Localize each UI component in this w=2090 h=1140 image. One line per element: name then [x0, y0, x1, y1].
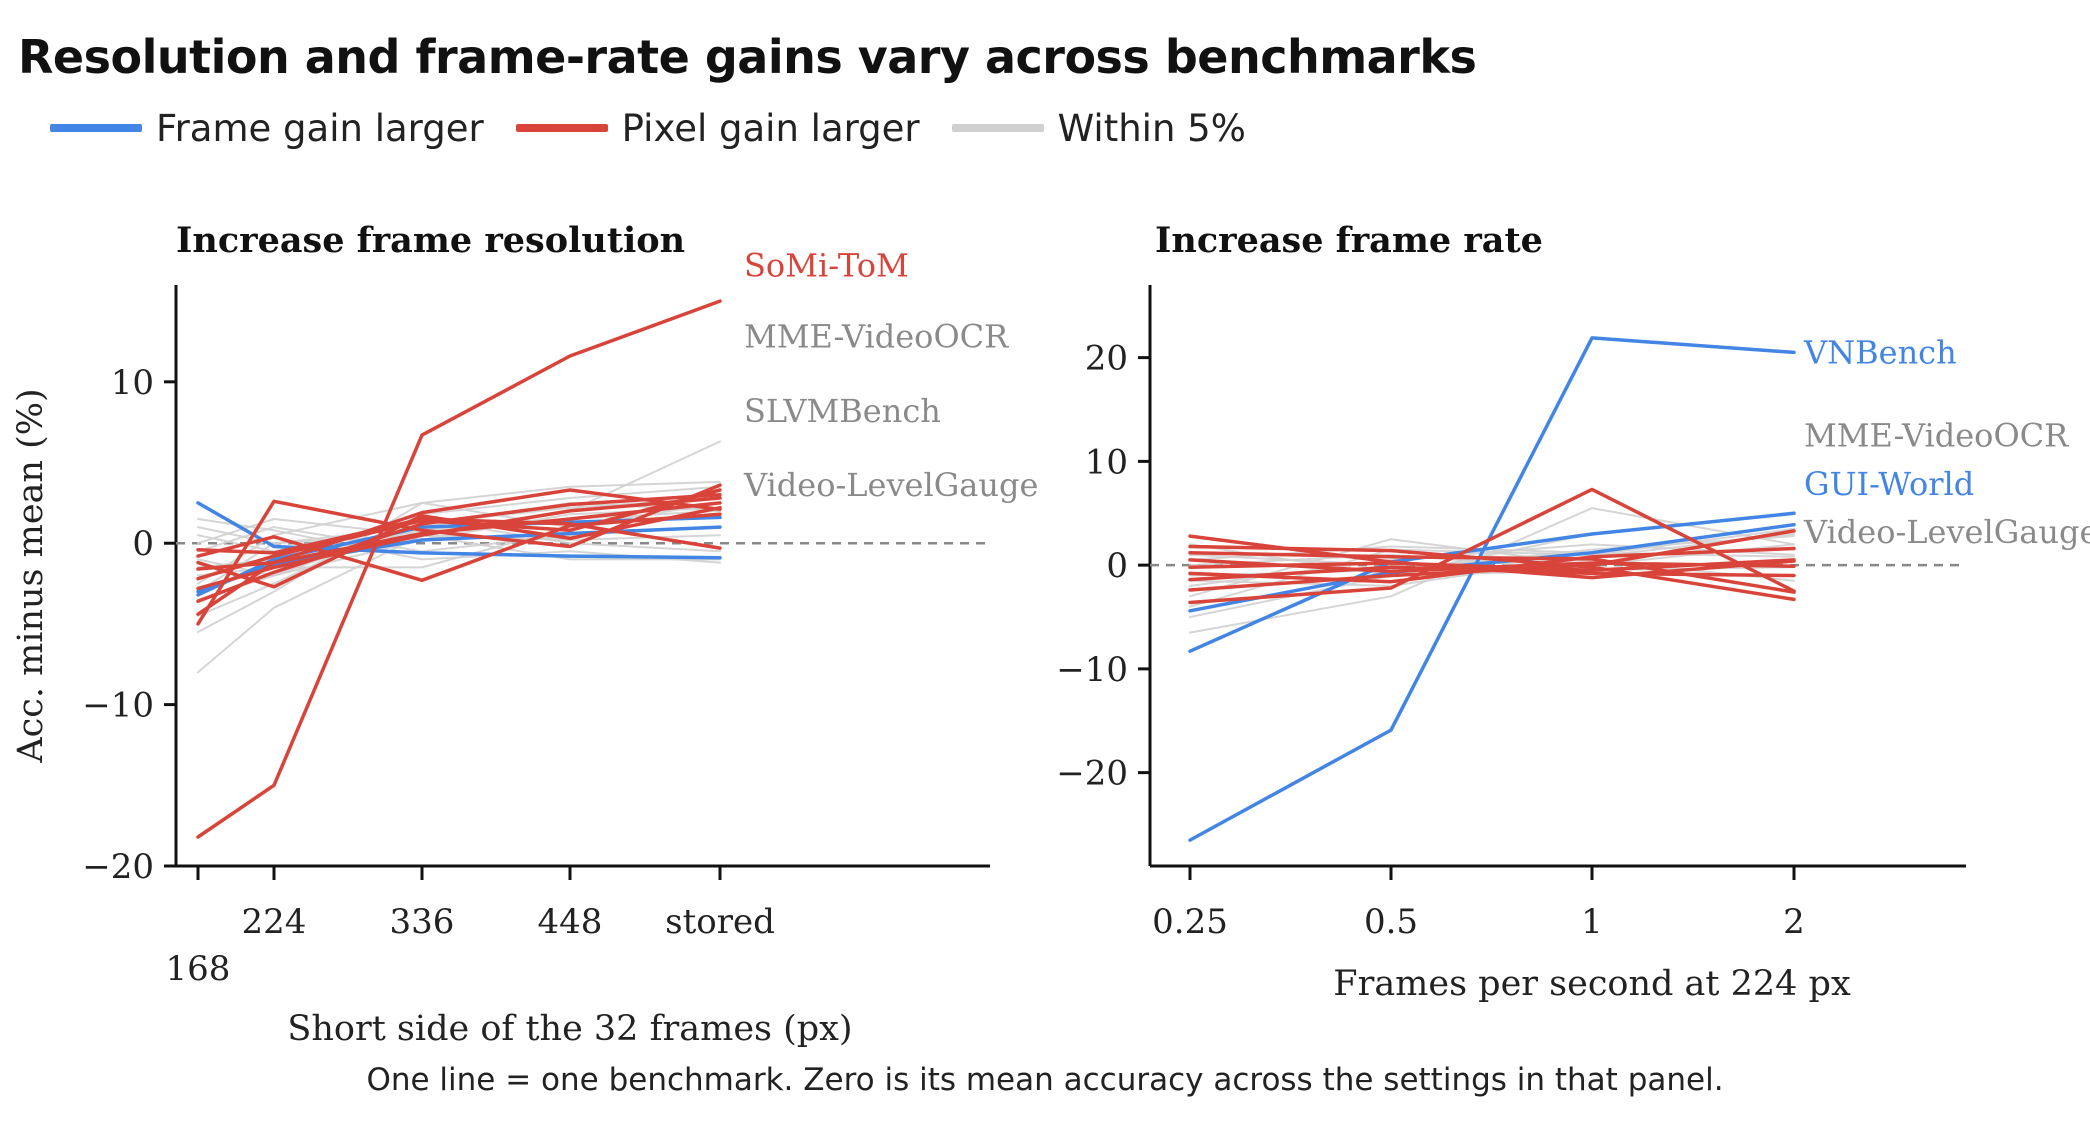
series-label-video-levelgauge: Video-LevelGauge — [1803, 513, 2090, 551]
y-tick-label: 10 — [1085, 442, 1128, 482]
x-tick-label: 336 — [390, 902, 455, 942]
legend-swatch-within — [951, 124, 1044, 132]
x-tick-label: 168 — [166, 949, 231, 989]
chart-title: Resolution and frame-rate gains vary acr… — [18, 30, 1477, 84]
series-label-somi-tom: SoMi-ToM — [744, 247, 909, 285]
series-label-gui-world: GUI-World — [1804, 465, 1974, 503]
panel-frame-resolution: Increase frame resolution −20 −10 0 10 168 224… — [11, 220, 1038, 1049]
series-label-video-levelgauge: Video-LevelGauge — [743, 466, 1038, 504]
series-line-pixel — [196, 501, 722, 571]
x-tick-label: 0.5 — [1364, 902, 1418, 942]
legend-label-frame: Frame gain larger — [156, 106, 484, 150]
panel-title: Increase frame rate — [1155, 220, 1543, 261]
y-tick-label: 0 — [132, 524, 154, 564]
y-tick-label: −20 — [82, 847, 154, 887]
x-tick-label: 0.25 — [1152, 902, 1228, 942]
x-tick-label: 2 — [1783, 902, 1805, 942]
legend-swatch-pixel — [515, 124, 608, 132]
series-line-pixel — [196, 517, 722, 555]
series-line-pixel — [196, 505, 722, 589]
y-axis-label: Acc. minus mean (%) — [11, 388, 51, 763]
x-tick-label: 224 — [242, 902, 307, 942]
legend-label-pixel: Pixel gain larger — [621, 106, 920, 150]
series-label-vnbench: VNBench — [1803, 333, 1957, 371]
y-tick-label: 20 — [1085, 339, 1128, 379]
series-line-frame — [196, 501, 722, 560]
series-line-pixel — [1188, 529, 1796, 592]
series-line-pixel — [196, 493, 722, 604]
y-tick-label: −20 — [1056, 754, 1128, 794]
y-tick-label: −10 — [82, 686, 154, 726]
legend-label-within: Within 5% — [1057, 106, 1246, 150]
series-line-pixel — [1188, 558, 1796, 573]
series-line-gui-world — [1188, 511, 1796, 653]
y-tick-label: 0 — [1106, 546, 1128, 586]
series-label-mme-videoocr: MME-VideoOCR — [744, 318, 1009, 356]
series-line-pixel — [196, 512, 722, 583]
series-line-vnbench — [1188, 336, 1796, 842]
x-tick-label: 448 — [538, 902, 603, 942]
series-line-somi-tom — [196, 299, 722, 839]
legend-swatch-frame — [50, 124, 142, 132]
legend-entry-pixel: Pixel gain larger — [515, 106, 920, 150]
series-line-pixel — [1188, 487, 1796, 605]
x-axis-label: Short side of the 32 frames (px) — [287, 1009, 852, 1049]
legend-entry-within: Within 5% — [951, 106, 1246, 150]
x-tick-label: 1 — [1581, 902, 1603, 942]
panel-frame-rate: Increase frame rate −20 −10 0 10 20 0.25 0.5 1 2 V… — [1056, 220, 2090, 1004]
x-tick-label: stored — [665, 902, 775, 942]
y-tick-label: 10 — [111, 363, 154, 403]
series-label-slvmbench: SLVMBench — [744, 392, 941, 430]
legend: Frame gain larger Pixel gain larger With… — [50, 100, 1278, 156]
y-tick-label: −10 — [1056, 650, 1128, 690]
x-axis-label: Frames per second at 224 px — [1333, 964, 1851, 1004]
panel-title: Increase frame resolution — [176, 220, 685, 261]
figure-caption: One line = one benchmark. Zero is its me… — [366, 1062, 1724, 1098]
legend-entry-frame: Frame gain larger — [50, 107, 484, 150]
series-label-mme-videoocr: MME-VideoOCR — [1804, 416, 2069, 454]
